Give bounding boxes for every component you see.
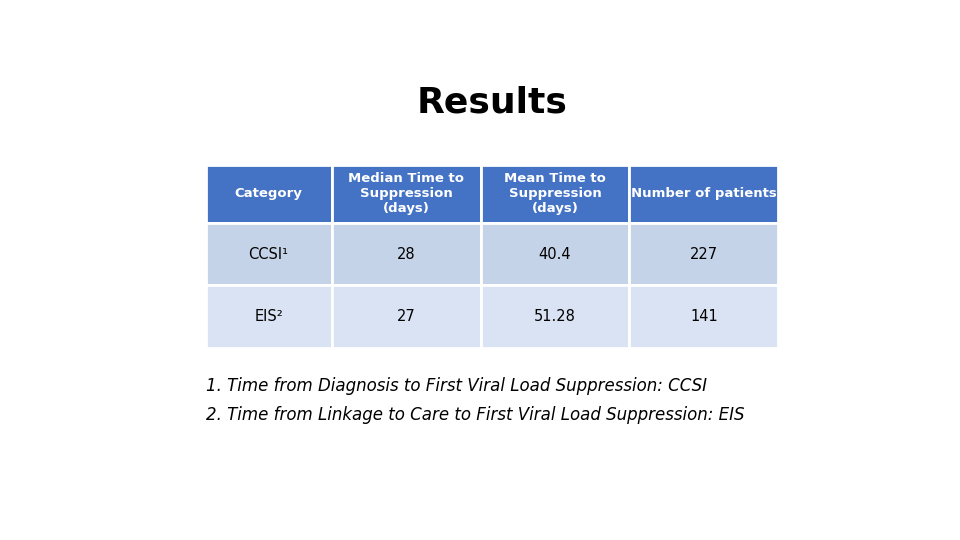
Text: Number of patients: Number of patients bbox=[631, 187, 777, 200]
Text: Results: Results bbox=[417, 85, 567, 119]
Bar bbox=[205, 285, 331, 348]
Text: Mean Time to
Suppression
(days): Mean Time to Suppression (days) bbox=[504, 172, 606, 215]
Text: 51.28: 51.28 bbox=[534, 309, 576, 324]
Text: 27: 27 bbox=[396, 309, 416, 324]
Text: 28: 28 bbox=[396, 247, 416, 262]
Text: Median Time to
Suppression
(days): Median Time to Suppression (days) bbox=[348, 172, 464, 215]
Text: 1. Time from Diagnosis to First Viral Load Suppression: CCSI: 1. Time from Diagnosis to First Viral Lo… bbox=[205, 377, 707, 395]
Bar bbox=[331, 165, 481, 223]
Bar bbox=[630, 165, 779, 223]
Bar bbox=[331, 285, 481, 348]
Text: 40.4: 40.4 bbox=[539, 247, 571, 262]
Bar bbox=[481, 223, 630, 285]
Bar bbox=[331, 223, 481, 285]
Text: Category: Category bbox=[234, 187, 302, 200]
Bar bbox=[205, 165, 331, 223]
Bar bbox=[630, 285, 779, 348]
Text: 141: 141 bbox=[690, 309, 718, 324]
Text: 227: 227 bbox=[690, 247, 718, 262]
Bar bbox=[205, 223, 331, 285]
Text: CCSI¹: CCSI¹ bbox=[249, 247, 289, 262]
Bar bbox=[481, 285, 630, 348]
Bar bbox=[630, 223, 779, 285]
Bar bbox=[481, 165, 630, 223]
Text: EIS²: EIS² bbox=[254, 309, 283, 324]
Text: 2. Time from Linkage to Care to First Viral Load Suppression: EIS: 2. Time from Linkage to Care to First Vi… bbox=[205, 406, 744, 424]
